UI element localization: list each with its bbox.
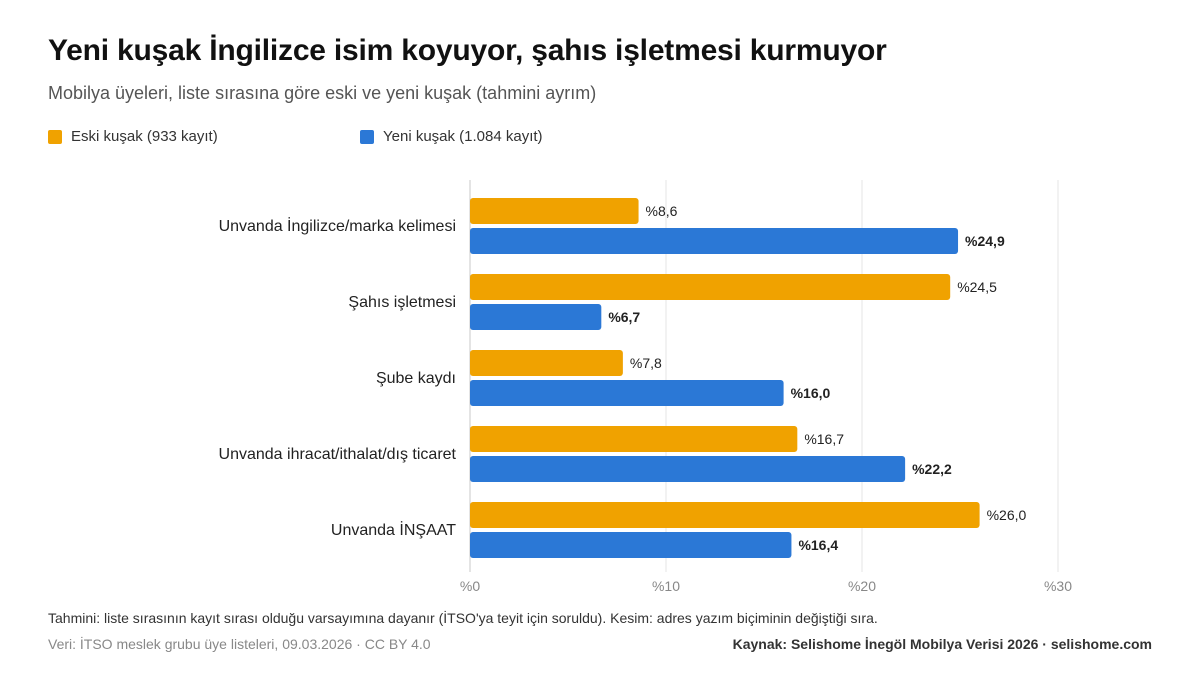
x-tick-label: %30 xyxy=(1044,578,1072,594)
category-label: Unvanda İNŞAAT xyxy=(331,520,456,539)
category-label: Unvanda İngilizce/marka kelimesi xyxy=(219,216,456,235)
legend: Eski kuşak (933 kayıt) Yeni kuşak (1.084… xyxy=(48,128,948,150)
bar-chart: %0 %10 %20 %30 Unvanda İngilizce/marka kelim… xyxy=(219,180,1072,594)
x-tick-label: %20 xyxy=(848,578,876,594)
legend-label-eski: Eski kuşak (933 kayıt) xyxy=(71,128,218,145)
data-label: %16,0 xyxy=(791,385,831,401)
data-label: %6,7 xyxy=(608,309,640,325)
legend-swatch-yeni xyxy=(360,129,374,144)
bar-yeni xyxy=(470,228,959,254)
category-label: Unvanda ihracat/ithalat/dış ticaret xyxy=(219,446,457,463)
chart-title: Yeni kuşak İngilizce isim koyuyor, şahıs… xyxy=(48,34,887,67)
data-label: %24,9 xyxy=(965,233,1005,249)
data-label: %22,2 xyxy=(912,461,952,477)
bar-eski xyxy=(470,426,798,452)
legend-item-eski: Eski kuşak (933 kayıt) xyxy=(48,128,218,145)
bar-yeni xyxy=(470,380,784,406)
source-credit: Kaynak: Selishome İnegöl Mobilya Verisi … xyxy=(732,636,1152,652)
x-tick-label: %0 xyxy=(460,578,480,594)
bar-eski xyxy=(470,350,623,376)
bar-yeni xyxy=(470,456,906,482)
bar-eski xyxy=(470,274,951,300)
x-tick-label: %10 xyxy=(652,578,680,594)
data-label: %7,8 xyxy=(630,355,662,371)
data-label: %16,7 xyxy=(804,431,844,447)
data-label: %24,5 xyxy=(957,279,997,295)
bar-eski xyxy=(470,502,980,528)
data-label: %8,6 xyxy=(646,203,678,219)
chart-subtitle: Mobilya üyeleri, liste sırasına göre esk… xyxy=(48,83,597,103)
category-label: Şahıs işletmesi xyxy=(348,294,456,311)
data-label: %16,4 xyxy=(798,537,838,553)
data-source-line: Veri: İTSO meslek grubu üye listeleri, 0… xyxy=(48,636,431,652)
footnote: Tahmini: liste sırasının kayıt sırası ol… xyxy=(48,610,878,626)
category-label: Şube kaydı xyxy=(376,370,456,387)
bar-yeni xyxy=(470,532,792,558)
bar-eski xyxy=(470,198,639,224)
data-label: %26,0 xyxy=(987,507,1027,523)
bar-yeni xyxy=(470,304,602,330)
legend-item-yeni: Yeni kuşak (1.084 kayıt) xyxy=(360,128,543,145)
legend-swatch-eski xyxy=(48,129,62,144)
legend-label-yeni: Yeni kuşak (1.084 kayıt) xyxy=(383,128,543,145)
